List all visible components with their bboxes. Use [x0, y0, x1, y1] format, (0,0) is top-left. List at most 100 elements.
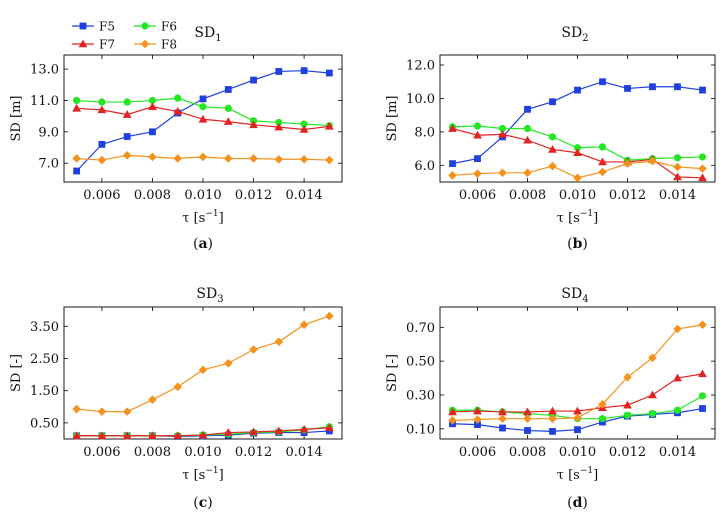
- legend-entry-f6: F6: [134, 20, 177, 34]
- data-point-f7: [299, 424, 309, 433]
- x-axis-label-close: ]: [219, 211, 224, 226]
- y-axis-label: SD [m]: [385, 96, 400, 142]
- legend-marker: [140, 39, 150, 49]
- y-tick-label: 3.50: [30, 320, 59, 335]
- data-point-f7: [448, 407, 457, 416]
- panel-caption-open: (: [193, 495, 198, 511]
- data-point-f8: [325, 311, 334, 321]
- data-point-f7: [498, 129, 507, 138]
- data-point-f8: [548, 161, 557, 171]
- data-point-f6: [523, 124, 532, 133]
- y-axis-label: SD [-]: [9, 354, 24, 392]
- panel-caption-letter: d: [573, 495, 583, 511]
- data-point-f6: [623, 411, 632, 419]
- x-tick-label: 0.010: [184, 188, 221, 203]
- data-point-f7: [198, 430, 208, 439]
- data-point-f7: [523, 407, 532, 416]
- x-tick-label: 0.014: [659, 445, 696, 460]
- data-point-f6: [498, 124, 507, 133]
- data-point-f7: [299, 125, 309, 133]
- data-point-f8: [673, 162, 682, 172]
- legend-label: F7: [99, 38, 115, 52]
- data-point-f6: [598, 143, 607, 151]
- panel-caption-close: ): [582, 495, 587, 511]
- x-tick-label: 0.010: [559, 445, 596, 460]
- y-tick-label: 0.50: [406, 355, 435, 370]
- data-point-f8: [173, 382, 183, 392]
- data-point-f8: [448, 416, 457, 425]
- data-point-f7: [623, 400, 632, 409]
- panel-caption-open: (: [193, 236, 198, 252]
- x-tick-label: 0.006: [83, 188, 120, 203]
- legend: F5 F6 F7 F8: [72, 20, 177, 52]
- panel-caption: (d): [567, 495, 588, 511]
- data-point-f8: [325, 155, 334, 165]
- data-point-f5: [699, 405, 706, 412]
- x-tick-label: 0.008: [509, 188, 546, 203]
- data-point-f6: [148, 96, 157, 105]
- panel-caption: (c): [193, 495, 212, 511]
- series-f6: [73, 94, 333, 130]
- data-point-f5: [199, 95, 207, 103]
- data-point-f5: [524, 427, 531, 434]
- data-point-f6: [199, 103, 207, 111]
- data-point-f6: [300, 120, 308, 128]
- legend-label: F6: [161, 20, 177, 34]
- data-point-f8: [523, 414, 532, 423]
- data-point-f5: [574, 86, 581, 94]
- data-point-f7: [198, 114, 208, 123]
- data-point-f8: [573, 413, 582, 423]
- data-point-f7: [72, 103, 82, 112]
- data-point-f5: [224, 86, 232, 93]
- data-point-f8: [623, 372, 632, 382]
- panel-caption-close: ): [207, 495, 212, 511]
- panel-caption: (b): [567, 236, 588, 252]
- data-point-f7: [523, 135, 532, 144]
- data-point-f7: [148, 102, 157, 111]
- x-axis-label-main: τ [s: [557, 468, 580, 483]
- x-tick-label: 0.010: [184, 445, 221, 460]
- data-point-f6: [123, 98, 131, 106]
- panel-caption-close: ): [582, 236, 587, 252]
- data-point-f5: [325, 69, 333, 77]
- y-tick-label: 1.50: [30, 384, 59, 399]
- chart-title-subscript: 3: [217, 294, 223, 305]
- legend-entry-f5: F5: [72, 20, 115, 34]
- chart-b: 0.006 0.008 0.010 0.012 0.014 6.0 8.0 10.0 12.0 S…: [385, 25, 716, 252]
- chart-a: 0.006 0.008 0.010 0.012 0.014 7.0 9.0 11.0 13.0 S…: [9, 20, 343, 252]
- panel-caption-letter: b: [573, 236, 583, 252]
- data-point-f7: [324, 423, 334, 432]
- data-point-f8: [198, 365, 208, 375]
- legend-label: F8: [161, 38, 177, 52]
- chart-title: SD2: [561, 25, 588, 44]
- y-axis-label: SD [-]: [385, 354, 400, 392]
- data-point-f7: [274, 122, 284, 131]
- chart-title-subscript: 1: [215, 33, 221, 44]
- x-tick-label: 0.010: [559, 188, 596, 203]
- data-point-f7: [324, 121, 334, 130]
- chart-d: 0.006 0.008 0.010 0.012 0.014 0.10 0.30 0.50 0.7…: [385, 286, 716, 511]
- chart-title: SD4: [561, 286, 588, 305]
- data-point-f7: [97, 431, 107, 440]
- series-line-f7: [452, 373, 703, 413]
- data-point-f8: [97, 155, 107, 165]
- data-point-f8: [299, 320, 309, 330]
- data-point-f7: [698, 173, 707, 182]
- data-point-f5: [499, 424, 506, 432]
- series-line-f8: [76, 315, 330, 413]
- data-point-f5: [624, 85, 631, 92]
- data-point-f8: [573, 173, 582, 183]
- chart-title-main: SD: [561, 25, 582, 41]
- y-tick-label: 0.10: [406, 422, 435, 437]
- y-tick-label: 0.50: [30, 416, 59, 431]
- y-tick-label: 10.0: [406, 92, 435, 107]
- x-tick-label: 0.012: [609, 445, 646, 460]
- x-tick-label: 0.012: [609, 188, 646, 203]
- data-point-f7: [97, 105, 107, 114]
- data-point-f8: [548, 414, 557, 423]
- y-tick-label: 2.50: [30, 352, 59, 367]
- chart-title-main: SD: [196, 286, 217, 302]
- y-tick-label: 9.0: [38, 125, 59, 140]
- data-point-f8: [223, 359, 233, 368]
